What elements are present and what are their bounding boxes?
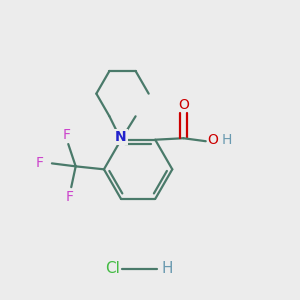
Text: N: N [115, 130, 127, 144]
Text: F: F [36, 156, 43, 170]
Text: O: O [207, 133, 218, 147]
Text: H: H [221, 133, 232, 147]
Text: F: F [66, 190, 74, 203]
Text: H: H [162, 261, 173, 276]
Text: Cl: Cl [105, 261, 120, 276]
Text: F: F [63, 128, 71, 142]
Text: O: O [178, 98, 189, 112]
